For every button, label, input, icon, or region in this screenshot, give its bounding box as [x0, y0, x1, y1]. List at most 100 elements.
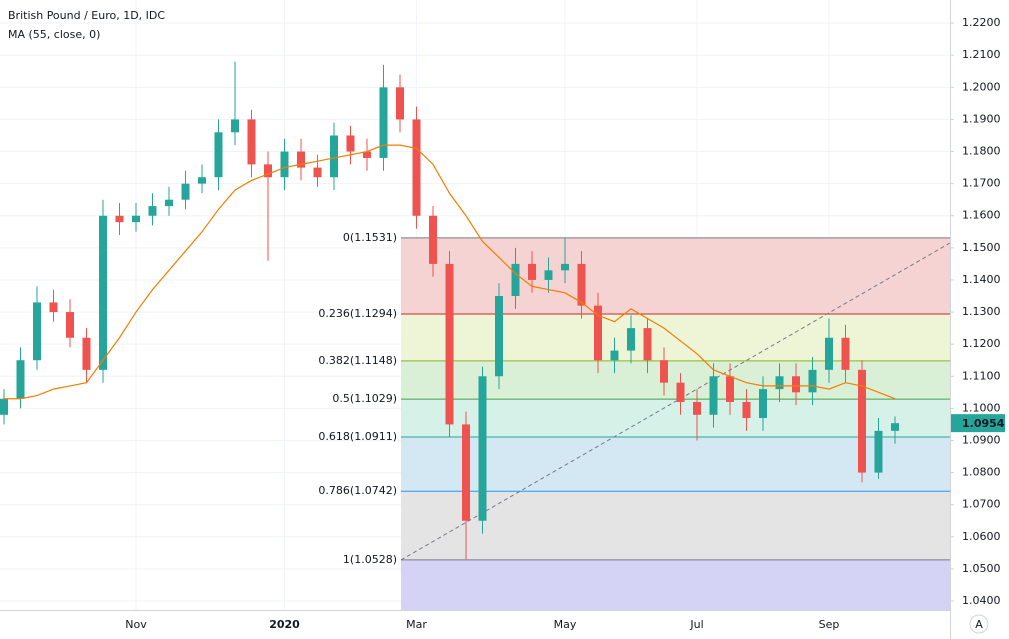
y-tick-label: 1.1200 [962, 337, 1001, 350]
candle-body [660, 360, 668, 383]
candle-body [643, 328, 652, 361]
candle-body [709, 376, 718, 415]
candle-body [330, 135, 338, 178]
x-tick-label: 2020 [269, 618, 300, 631]
y-tick-label: 1.0900 [962, 433, 1001, 446]
fib-level-label: 1(1.0528) [343, 553, 397, 566]
fib-level-label: 0.786(1.0742) [318, 484, 397, 497]
x-tick-label: May [554, 618, 577, 631]
x-tick-label: Sep [819, 618, 840, 631]
candle-body [891, 423, 899, 431]
y-tick-label: 1.0400 [962, 594, 1001, 607]
candle-body [412, 119, 421, 216]
y-tick-label: 1.2000 [962, 80, 1001, 93]
y-tick-label: 1.1000 [962, 401, 1001, 414]
candle-body [280, 151, 289, 178]
y-tick-label: 1.1400 [962, 273, 1001, 286]
candle-body [214, 132, 223, 178]
candle-body [627, 328, 635, 351]
candle-body [297, 151, 305, 168]
candle-body [561, 263, 569, 271]
y-tick-label: 1.0500 [962, 562, 1001, 575]
candle-body [132, 215, 140, 223]
fib-zone [401, 491, 950, 560]
y-tick-label: 1.1300 [962, 305, 1001, 318]
candle-body [396, 87, 404, 120]
chart-title: British Pound / Euro, 1D, IDC [8, 9, 165, 22]
candle-body [181, 183, 190, 200]
candle-body [16, 360, 25, 399]
candle-body [247, 119, 256, 165]
candle-body [82, 337, 91, 370]
y-tick-label: 1.0700 [962, 498, 1001, 511]
last-price-tag [951, 414, 1005, 433]
candle-body [693, 401, 701, 415]
candle-body [231, 119, 239, 133]
candle-body [676, 382, 685, 402]
indicator-label: MA (55, close, 0) [8, 28, 100, 41]
candle-body [792, 376, 800, 393]
last-price-label: 1.0954 [962, 417, 1005, 430]
candle-body [363, 151, 371, 158]
candle-body [115, 215, 124, 223]
candle-body [462, 424, 470, 521]
candle-body [841, 337, 850, 370]
fib-level-label: 0.382(1.1148) [318, 354, 397, 367]
y-tick-label: 1.1600 [962, 209, 1001, 222]
candle-body [726, 376, 734, 402]
x-tick-label: Mar [406, 618, 427, 631]
plot-layer: 0(1.1531) 0.236(1.1294) 0.382(1.1148) 0.5(1… [0, 0, 951, 610]
candle-body [445, 263, 454, 425]
candle-body [49, 302, 58, 313]
candle-body [808, 369, 817, 393]
fib-level-label: 0.618(1.0911) [318, 430, 397, 443]
fib-zone [401, 559, 950, 610]
candle-body [528, 263, 536, 280]
candle-body [775, 376, 784, 390]
candle-body [858, 369, 866, 473]
candle-body [874, 430, 883, 473]
fib-trend-line [400, 242, 951, 561]
candle-body [313, 167, 322, 178]
candle-body [264, 164, 272, 178]
y-tick-label: 1.0800 [962, 466, 1001, 479]
candle-body [198, 177, 206, 184]
candle-body [610, 350, 619, 361]
candle-body [165, 199, 173, 207]
candle-body [577, 263, 586, 306]
candle-body [99, 215, 107, 370]
candle-body [33, 302, 41, 361]
candle-body [0, 398, 8, 415]
y-tick-label: 1.1100 [962, 369, 1001, 382]
candle-body [825, 337, 833, 370]
y-tick-label: 1.1500 [962, 241, 1001, 254]
scale-button-label[interactable]: A [975, 618, 983, 631]
y-tick-label: 1.2200 [962, 16, 1001, 29]
y-tick-label: 1.2100 [962, 48, 1001, 61]
scale-button[interactable] [969, 614, 989, 634]
fib-level-label: 0.5(1.1029) [332, 392, 397, 405]
candle-body [66, 312, 74, 338]
candle-body [511, 263, 520, 297]
y-tick-label: 1.1700 [962, 177, 1001, 190]
candle-body [495, 296, 503, 377]
y-tick-label: 1.0600 [962, 530, 1001, 543]
candle-body [379, 87, 388, 158]
candle-body [742, 401, 751, 419]
y-tick-label: 1.1800 [962, 145, 1001, 158]
candle-body [544, 270, 553, 280]
candle-body [346, 135, 355, 152]
y-tick-label: 1.1900 [962, 112, 1001, 125]
candle-body [148, 206, 157, 216]
candle-body [429, 215, 437, 264]
candle-body [478, 376, 487, 521]
ma-line [4, 144, 896, 400]
fib-zone [401, 237, 950, 314]
candle-body [759, 389, 767, 419]
fib-level-label: 0.236(1.1294) [318, 307, 397, 320]
x-tick-label: Nov [125, 618, 147, 631]
x-tick-label: Jul [689, 618, 703, 631]
candle-body [594, 305, 602, 361]
